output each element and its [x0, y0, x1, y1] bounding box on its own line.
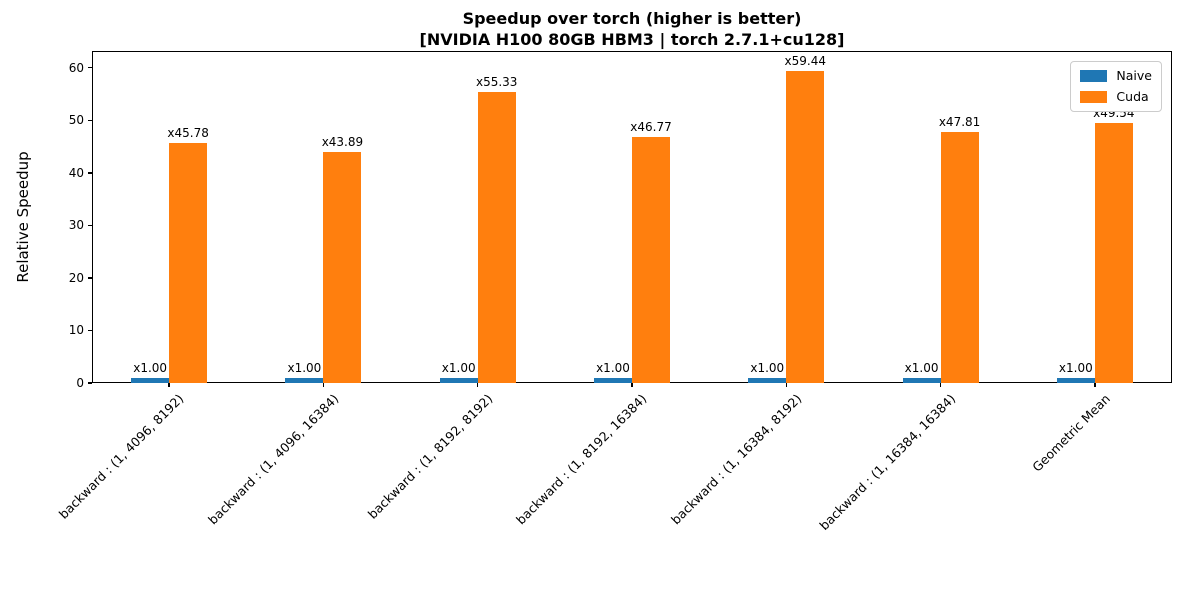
x-tick-label: backward : (1, 16384, 16384): [816, 391, 959, 533]
legend-swatch-naive: [1080, 70, 1108, 82]
bar-naive-6: [1056, 377, 1095, 383]
x-tick-mark: [168, 383, 170, 387]
bar-value-label: x47.81: [938, 114, 981, 129]
bar-cuda-3: [632, 137, 670, 383]
bar-naive-4: [748, 377, 787, 383]
x-tick-label: backward : (1, 8192, 16384): [513, 391, 650, 528]
bar-naive-1: [285, 377, 324, 383]
y-tick-label: 20: [68, 270, 84, 285]
y-tick-label: 10: [68, 323, 84, 338]
y-tick-label: 0: [76, 376, 84, 390]
bar-naive-0: [131, 377, 170, 383]
y-tick-label: 30: [68, 218, 84, 233]
bar-value-label: x1.00: [287, 360, 322, 375]
y-tick-label: 60: [68, 60, 84, 75]
y-axis-label: Relative Speedup: [14, 151, 32, 283]
bar-value-label: x1.00: [133, 360, 168, 375]
bar-value-label: x46.77: [630, 120, 672, 135]
bar-cuda-5: [940, 131, 979, 383]
legend: Naive Cuda: [1070, 61, 1162, 112]
bar-cuda-4: [786, 70, 825, 383]
x-tick-mark: [631, 383, 633, 387]
legend-label: Cuda: [1116, 89, 1149, 104]
bar-value-label: x1.00: [596, 360, 630, 375]
y-tick-mark: [88, 382, 92, 384]
x-tick-label: backward : (1, 16384, 8192): [667, 391, 804, 528]
chart-title: Speedup over torch (higher is better) [N…: [92, 8, 1172, 50]
bar-value-label: x1.00: [441, 360, 476, 375]
bar-cuda-2: [477, 92, 516, 383]
bar-value-label: x1.00: [750, 360, 785, 375]
legend-item-naive: Naive: [1080, 69, 1152, 83]
y-tick-mark: [88, 277, 92, 279]
chart-title-line1: Speedup over torch (higher is better): [462, 9, 802, 28]
chart-title-line2: [NVIDIA H100 80GB HBM3 | torch 2.7.1+cu1…: [419, 30, 845, 49]
x-tick-label: backward : (1, 4096, 8192): [56, 391, 187, 522]
x-tick-mark: [477, 383, 479, 387]
bar-value-label: x59.44: [784, 53, 827, 68]
bar-naive-2: [439, 377, 478, 383]
y-tick-mark: [88, 329, 92, 332]
x-tick-label: Geometric Mean: [1028, 391, 1113, 475]
legend-label: Naive: [1116, 68, 1152, 83]
bar-value-label: x43.89: [321, 135, 364, 150]
bar-cuda-6: [1094, 122, 1133, 383]
bar-value-label: x55.33: [475, 75, 518, 90]
y-tick-mark: [88, 224, 92, 227]
x-tick-mark: [785, 383, 787, 387]
bar-naive-5: [902, 377, 941, 383]
bar-cuda-0: [169, 142, 208, 383]
bar-value-label: x1.00: [1058, 360, 1093, 375]
x-tick-mark: [1094, 383, 1096, 387]
bar-cuda-1: [323, 152, 362, 383]
x-tick-mark: [322, 383, 325, 387]
x-tick-mark: [939, 383, 942, 387]
y-tick-mark: [88, 67, 92, 69]
x-tick-label: backward : (1, 8192, 8192): [364, 391, 496, 522]
bar-value-label: x1.00: [904, 360, 939, 375]
y-tick-mark: [88, 119, 92, 121]
y-tick-label: 40: [68, 165, 84, 180]
y-tick-label: 50: [68, 113, 84, 128]
y-tick-mark: [88, 172, 92, 174]
legend-item-cuda: Cuda: [1080, 90, 1152, 104]
x-tick-label: backward : (1, 4096, 16384): [204, 391, 342, 528]
legend-swatch-cuda: [1080, 91, 1108, 103]
bar-value-label: x45.78: [167, 125, 209, 140]
bar-naive-3: [594, 377, 632, 383]
